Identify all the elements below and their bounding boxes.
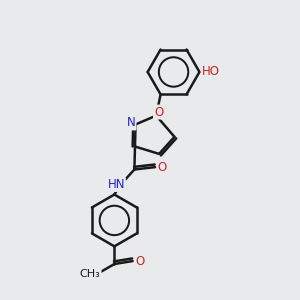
Text: CH₃: CH₃ <box>80 269 101 279</box>
Text: O: O <box>158 160 167 174</box>
Text: O: O <box>135 255 145 268</box>
Text: N: N <box>127 116 136 130</box>
Text: HN: HN <box>107 178 125 191</box>
Text: HO: HO <box>202 65 220 79</box>
Text: O: O <box>154 106 163 118</box>
